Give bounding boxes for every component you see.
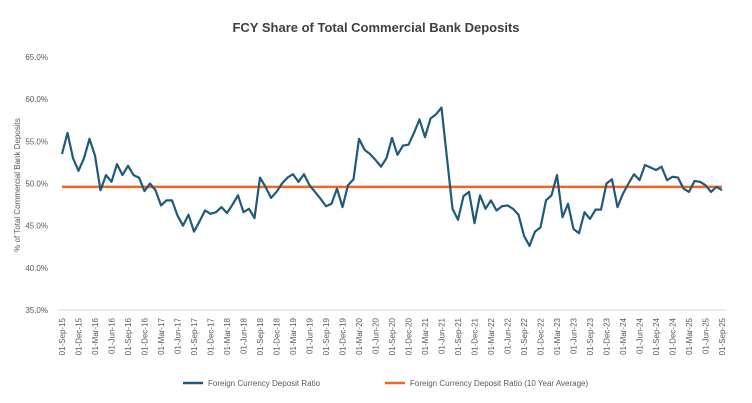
x-tick-label: 01-Jun-23 (570, 317, 579, 354)
x-tick-label: 01-Dec-23 (603, 317, 612, 355)
x-tick-label: 01-Mar-21 (421, 317, 430, 354)
x-tick-label: 01-Dec-20 (405, 317, 414, 355)
y-axis-label: % of Total Commercial Bank Deposits (13, 118, 22, 252)
x-tick-label: 01-Sep-17 (190, 317, 199, 355)
x-tick-label: 01-Mar-23 (553, 317, 562, 354)
y-tick-label: 65.0% (25, 53, 48, 62)
x-tick-label: 01-Jun-16 (108, 317, 117, 354)
x-tick-label: 01-Sep-24 (652, 317, 661, 355)
y-tick-label: 35.0% (25, 306, 48, 315)
x-tick-label: 01-Dec-17 (207, 317, 216, 355)
x-tick-label: 01-Jun-25 (702, 317, 711, 354)
x-tick-label: 01-Sep-18 (256, 317, 265, 355)
x-tick-label: 01-Jun-19 (306, 317, 315, 354)
x-tick-label: 01-Dec-16 (141, 317, 150, 355)
y-tick-label: 55.0% (25, 137, 48, 146)
x-tick-label: 01-Sep-22 (520, 317, 529, 355)
legend-label: Foreign Currency Deposit Ratio (10 Year … (410, 379, 589, 388)
x-tick-label: 01-Sep-23 (586, 317, 595, 355)
x-tick-label: 01-Mar-22 (487, 317, 496, 354)
x-tick-label: 01-Sep-16 (124, 317, 133, 355)
y-tick-label: 40.0% (25, 264, 48, 273)
x-tick-label: 01-Mar-25 (685, 317, 694, 354)
y-tick-label: 45.0% (25, 222, 48, 231)
x-tick-label: 01-Mar-19 (289, 317, 298, 354)
x-tick-label: 01-Dec-15 (75, 317, 84, 355)
x-tick-label: 01-Sep-21 (454, 317, 463, 355)
x-tick-label: 01-Jun-18 (240, 317, 249, 354)
x-tick-label: 01-Jun-22 (504, 317, 513, 354)
x-tick-label: 01-Jun-21 (438, 317, 447, 354)
line (60, 106, 723, 248)
y-tick-label: 50.0% (25, 180, 48, 189)
chart-title: FCY Share of Total Commercial Bank Depos… (232, 20, 519, 35)
x-tick-label: 01-Mar-24 (619, 317, 628, 354)
x-tick-label: 01-Dec-21 (471, 317, 480, 355)
x-tick-label: 01-Mar-18 (223, 317, 232, 354)
x-tick-label: 01-Sep-19 (322, 317, 331, 355)
x-tick-label: 01-Dec-19 (339, 317, 348, 355)
x-tick-label: 01-Mar-17 (157, 317, 166, 354)
x-tick-label: 01-Dec-18 (273, 317, 282, 355)
x-tick-label: 01-Sep-20 (388, 317, 397, 355)
x-tick-label: 01-Jun-17 (174, 317, 183, 354)
y-tick-label: 60.0% (25, 95, 48, 104)
x-tick-label: 01-Dec-24 (669, 317, 678, 355)
x-tick-label: 01-Sep-25 (718, 317, 727, 355)
x-tick-label: 01-Sep-15 (58, 317, 67, 355)
x-tick-label: 01-Mar-16 (91, 317, 100, 354)
x-tick-label: 01-Dec-22 (537, 317, 546, 355)
x-tick-label: 01-Jun-20 (372, 317, 381, 354)
x-tick-label: 01-Jun-24 (636, 317, 645, 354)
x-tick-label: 01-Mar-20 (355, 317, 364, 354)
legend-label: Foreign Currency Deposit Ratio (208, 379, 321, 388)
